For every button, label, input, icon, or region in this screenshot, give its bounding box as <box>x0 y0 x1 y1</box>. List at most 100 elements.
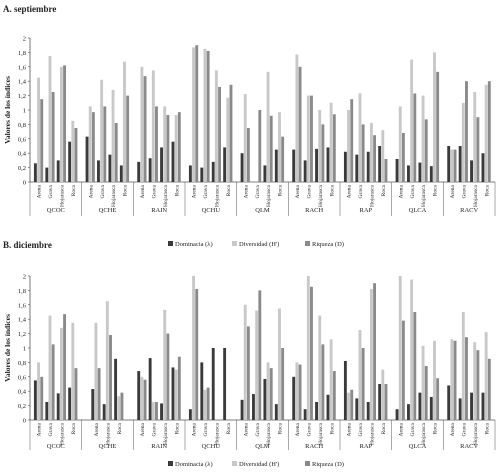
category-label: Grava <box>410 422 416 436</box>
category-label: Roca <box>71 422 77 434</box>
legend-swatch-dominance <box>168 241 173 246</box>
category-label: Arena <box>94 422 100 436</box>
category-label: Arena <box>450 184 456 198</box>
bar-richness <box>465 81 468 182</box>
bar-diversity <box>329 339 333 420</box>
bar-diversity <box>266 71 270 182</box>
bar-dominance <box>240 153 244 182</box>
category-label: Grava <box>461 422 467 436</box>
bar-diversity <box>318 110 322 182</box>
y-tick-label: 2 <box>23 274 26 281</box>
bar-richness <box>361 124 365 182</box>
bar-richness <box>195 45 199 183</box>
category-label: Roca <box>278 184 284 196</box>
bar-diversity <box>243 94 247 182</box>
y-tick-label: 1 <box>23 108 26 115</box>
bar-richness <box>321 344 325 420</box>
bar-richness <box>436 71 440 182</box>
bar-diversity <box>214 70 218 182</box>
site-label: RACH <box>305 443 323 450</box>
bar-dominance <box>119 165 123 182</box>
bar-dominance <box>292 149 296 182</box>
bar-dominance <box>395 409 399 420</box>
category-label: Grava <box>203 422 209 436</box>
category-label: Hojarasca <box>370 422 376 445</box>
bar-richness <box>321 124 325 182</box>
bar-richness <box>40 376 44 420</box>
bar-diversity <box>226 97 230 182</box>
category-label: Grava <box>358 184 364 198</box>
bar-diversity <box>243 304 247 420</box>
bar-diversity <box>255 310 259 420</box>
bar-dominance <box>188 165 192 182</box>
legend-swatch-richness <box>305 241 310 246</box>
bar-dominance <box>407 404 410 420</box>
bar-diversity <box>111 89 115 182</box>
bar-richness <box>298 364 302 420</box>
bar-richness <box>51 92 55 182</box>
category-label: Arena <box>192 422 198 436</box>
bar-richness <box>63 314 66 420</box>
y-tick-label: 0,8 <box>18 360 26 367</box>
bar-diversity <box>421 95 425 182</box>
category-label: Roca <box>174 422 180 434</box>
bar-diversity <box>123 61 126 183</box>
category-label: Grava <box>151 422 157 436</box>
bar-richness <box>258 110 262 182</box>
bar-richness <box>218 86 221 182</box>
bar-dominance <box>366 402 370 420</box>
category-label: Hojarasca <box>111 184 117 207</box>
category-label: Roca <box>123 184 129 196</box>
bar-dominance <box>252 394 255 420</box>
category-label: Arena <box>295 184 301 198</box>
bar-richness <box>126 95 130 182</box>
category-label: Arena <box>140 184 146 198</box>
bar-diversity <box>433 340 436 420</box>
bar-diversity <box>278 112 281 182</box>
bar-diversity <box>151 70 155 182</box>
site-label: RAP <box>360 443 373 450</box>
bar-richness <box>206 387 210 420</box>
bar-richness <box>332 371 336 420</box>
category-label: Grava <box>203 184 209 198</box>
category-label: Hojarasca <box>60 422 66 445</box>
bar-diversity <box>174 369 178 420</box>
category-label: Roca <box>117 422 123 434</box>
category-label: Roca <box>226 422 232 434</box>
bar-richness <box>350 389 354 420</box>
bar-dominance <box>108 154 112 182</box>
category-label: Grava <box>48 422 54 436</box>
y-tick-label: 0 <box>23 418 26 425</box>
bar-diversity <box>347 110 350 182</box>
bar-dominance <box>263 378 267 420</box>
bar-richness <box>310 286 313 420</box>
bar-diversity <box>48 315 52 420</box>
category-label: Arena <box>295 422 301 436</box>
bar-richness <box>281 348 285 420</box>
bar-dominance <box>223 147 227 182</box>
bar-diversity <box>295 362 299 420</box>
site-label: RAIN <box>151 207 167 214</box>
bar-richness <box>74 128 78 182</box>
category-label: Hojarasca <box>106 422 112 445</box>
category-label: Hojarasca <box>473 422 479 445</box>
bar-dominance <box>137 371 141 420</box>
site-label: RACV <box>460 443 478 450</box>
bar-diversity <box>473 342 477 420</box>
y-tick-label: 0,4 <box>18 389 27 396</box>
chart-panel-1: A. septiembre Valores de los índices 0 0,2 0… <box>3 4 496 248</box>
site-label: QCHU <box>202 443 221 450</box>
bar-richness <box>476 350 480 420</box>
bar-diversity <box>295 54 299 183</box>
bar-diversity <box>473 92 477 182</box>
legend-label-richness: Riqueza (D) <box>312 461 344 468</box>
bar-dominance <box>315 402 318 420</box>
category-label: Roca <box>174 184 180 196</box>
category-label: Arena <box>347 184 353 198</box>
category-label: Arena <box>140 422 146 436</box>
legend-swatch-diversity <box>232 461 237 466</box>
bar-dominance <box>137 161 141 182</box>
bar-dominance <box>223 348 227 420</box>
y-tick-label: 1,8 <box>18 50 26 57</box>
site-label: QLCA <box>409 443 427 450</box>
